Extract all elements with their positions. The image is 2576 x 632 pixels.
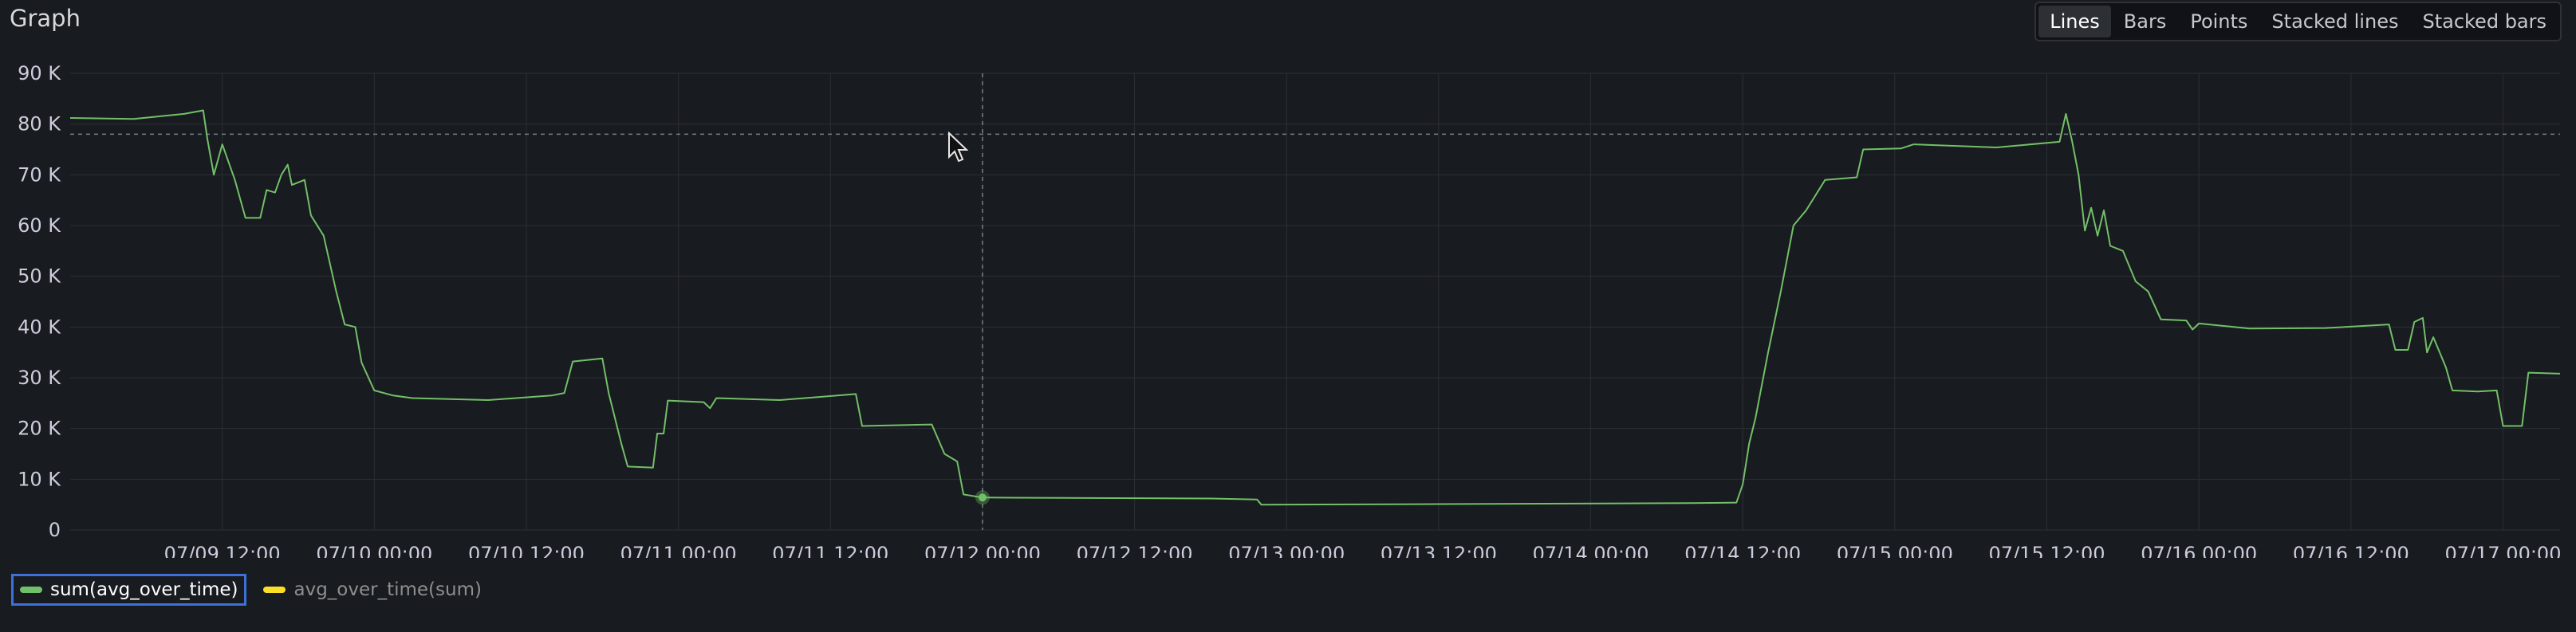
y-tick-label: 60 K	[18, 214, 61, 237]
x-tick-label: 07/11 00:00	[620, 543, 737, 558]
mode-stacked-lines-button[interactable]: Stacked lines	[2260, 6, 2409, 37]
y-tick-label: 0	[49, 519, 61, 541]
hover-markers	[975, 490, 990, 505]
mode-points-button[interactable]: Points	[2179, 6, 2259, 37]
chart-legend: sum(avg_over_time) avg_over_time(sum)	[11, 574, 490, 606]
x-tick-label: 07/16 12:00	[2293, 543, 2409, 558]
mouse-pointer-icon	[948, 132, 968, 163]
series-color-swatch	[263, 587, 286, 593]
x-tick-label: 07/17 00:00	[2445, 543, 2562, 558]
x-tick-label: 07/11 12:00	[772, 543, 888, 558]
x-axis-ticks: 07/09 12:00 07/10 00:00 07/10 12:00 07/11 0…	[164, 543, 2562, 558]
y-tick-label: 70 K	[18, 163, 61, 186]
y-tick-label: 90 K	[18, 62, 61, 84]
x-tick-label: 07/15 12:00	[1989, 543, 2105, 558]
y-tick-label: 20 K	[18, 418, 61, 440]
legend-item-sum-avg-over-time[interactable]: sum(avg_over_time)	[11, 574, 247, 606]
x-tick-label: 07/12 12:00	[1077, 543, 1193, 558]
x-tick-label: 07/13 00:00	[1228, 543, 1345, 558]
x-tick-label: 07/12 00:00	[924, 543, 1041, 558]
x-tick-label: 07/10 00:00	[316, 543, 432, 558]
x-tick-label: 07/09 12:00	[164, 543, 281, 558]
x-tick-label: 07/14 00:00	[1533, 543, 1649, 558]
display-mode-toggle: Lines Bars Points Stacked lines Stacked …	[2034, 2, 2562, 41]
mode-lines-button[interactable]: Lines	[2038, 6, 2111, 37]
legend-label: avg_over_time(sum)	[293, 579, 482, 600]
x-tick-label: 07/16 00:00	[2141, 543, 2257, 558]
y-tick-label: 30 K	[18, 367, 61, 389]
x-tick-label: 07/13 12:00	[1381, 543, 1497, 558]
time-series-chart[interactable]: 0 10 K 20 K 30 K 40 K 50 K 60 K 70 K 80 K 90 K 07…	[0, 0, 2576, 558]
y-tick-label: 40 K	[18, 316, 61, 338]
x-tick-label: 07/14 12:00	[1684, 543, 1801, 558]
y-tick-label: 80 K	[18, 113, 61, 135]
series-line-0	[69, 109, 2561, 506]
mode-bars-button[interactable]: Bars	[2113, 6, 2178, 37]
panel-title: Graph	[10, 5, 81, 32]
y-tick-label: 50 K	[18, 265, 61, 288]
y-tick-label: 10 K	[18, 468, 61, 490]
legend-label: sum(avg_over_time)	[50, 579, 238, 600]
series-color-swatch	[20, 587, 42, 593]
x-tick-label: 07/15 00:00	[1837, 543, 1953, 558]
grid-lines	[70, 73, 2560, 531]
legend-item-avg-over-time-sum[interactable]: avg_over_time(sum)	[254, 574, 490, 606]
hover-marker-point	[978, 493, 987, 502]
hover-crosshair	[70, 73, 2560, 530]
series-lines	[69, 109, 2561, 506]
mode-stacked-bars-button[interactable]: Stacked bars	[2411, 6, 2558, 37]
y-axis-ticks: 0 10 K 20 K 30 K 40 K 50 K 60 K 70 K 80 K 90 K	[18, 62, 61, 541]
x-tick-label: 07/10 12:00	[468, 543, 585, 558]
